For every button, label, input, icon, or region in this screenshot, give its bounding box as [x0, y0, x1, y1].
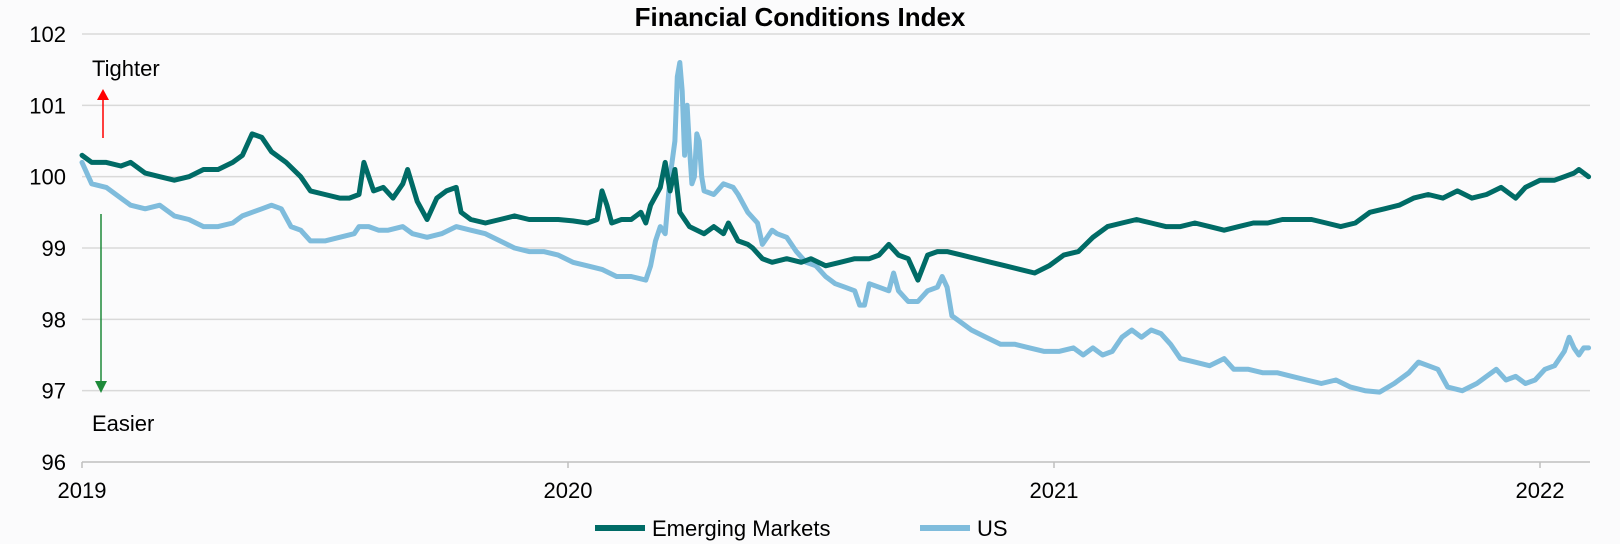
tighter-annotation: Tighter — [92, 56, 160, 138]
chart-title: Financial Conditions Index — [635, 2, 966, 32]
y-tick-label: 98 — [42, 307, 66, 332]
series-line-us — [79, 60, 1592, 395]
x-tick-label: 2022 — [1516, 478, 1565, 503]
y-tick-label: 100 — [29, 165, 66, 190]
tighter-label: Tighter — [92, 56, 160, 81]
y-tick-label: 102 — [29, 22, 66, 47]
legend-label-us: US — [977, 516, 1008, 541]
x-tick-label: 2021 — [1030, 478, 1079, 503]
easier-annotation: Easier — [92, 214, 154, 436]
y-axis-tick-labels: 102 101 100 99 98 97 96 — [29, 22, 66, 475]
y-tick-label: 101 — [29, 93, 66, 118]
easier-arrow-icon — [95, 381, 107, 393]
series-lines — [79, 60, 1592, 395]
x-axis-tick-labels: 2019 2020 2021 2022 — [58, 462, 1565, 503]
legend: Emerging Markets US — [595, 516, 1008, 541]
x-tick-label: 2020 — [544, 478, 593, 503]
easier-label: Easier — [92, 411, 154, 436]
y-tick-label: 96 — [42, 450, 66, 475]
tighter-arrow-icon — [97, 89, 109, 100]
gridlines — [82, 33, 1590, 463]
y-tick-label: 99 — [42, 236, 66, 261]
legend-label-emerging-markets: Emerging Markets — [652, 516, 831, 541]
x-tick-label: 2019 — [58, 478, 107, 503]
y-tick-label: 97 — [42, 379, 66, 404]
series-line-emerging-markets — [79, 131, 1592, 283]
